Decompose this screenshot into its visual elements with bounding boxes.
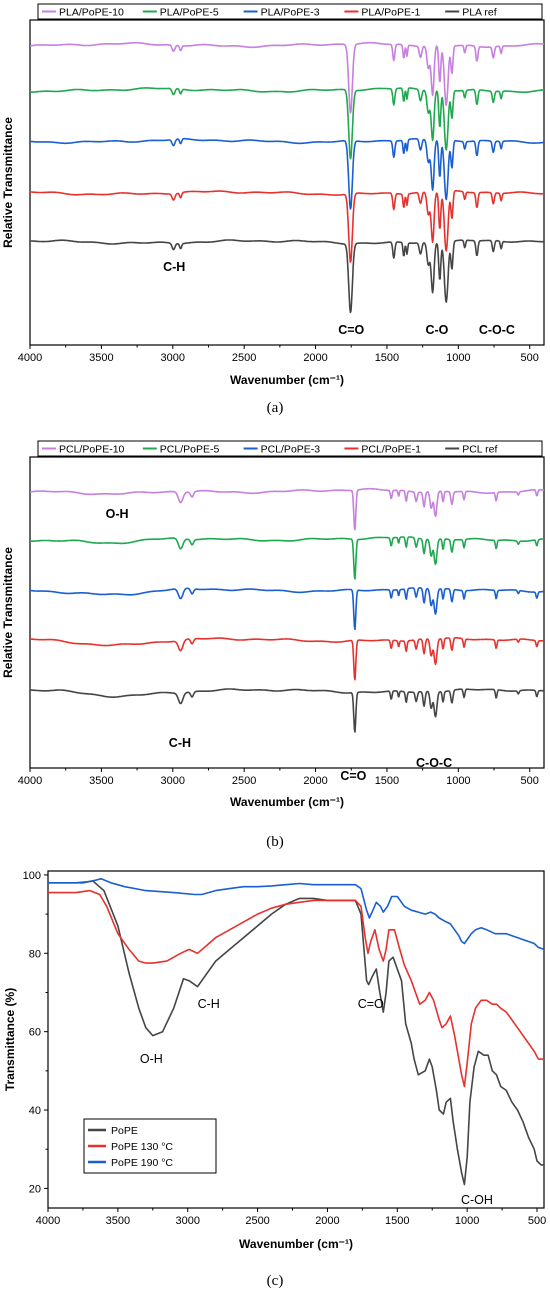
x-tick-label: 3000 <box>175 1215 199 1227</box>
x-tick-label: 4000 <box>36 1215 60 1227</box>
series-line-0 <box>30 41 544 114</box>
y-tick-label: 100 <box>23 870 41 882</box>
series-line-0 <box>48 880 544 1186</box>
series-group <box>48 878 544 1186</box>
y-tick-label: 60 <box>29 1027 41 1039</box>
x-tick-label: 3500 <box>106 1215 130 1227</box>
x-tick-label: 1500 <box>375 775 399 787</box>
x-tick-label: 3500 <box>89 352 113 364</box>
panel-caption-b: (b) <box>266 834 284 850</box>
series-line-3 <box>30 637 544 681</box>
legend-frame <box>37 440 543 457</box>
legend: PCL/PoPE-10 PCL/PoPE-5 PCL/PoPE-3 PCL/PoPE-… <box>37 440 543 457</box>
x-axis-title: Wavenumber (cm⁻¹) <box>239 1237 353 1251</box>
legend-label-2: PoPE 190 °C <box>111 1157 173 1169</box>
annotation-1: C-H <box>198 997 220 1011</box>
legend-label-0: PCL/PoPE-10 <box>59 443 125 455</box>
series-line-1 <box>48 889 544 1088</box>
series-line-2 <box>30 587 544 631</box>
series-line-0 <box>30 487 544 531</box>
x-axis-title: Wavenumber (cm⁻¹) <box>230 795 344 809</box>
x-tick-label: 4000 <box>18 352 42 364</box>
y-axis-title: Transmittance (%) <box>3 988 17 1091</box>
legend-frame <box>37 3 543 20</box>
annotation-2: C-O <box>425 323 448 337</box>
y-axis-title: Relative Transmittance <box>1 547 15 678</box>
x-tick-label: 3500 <box>89 775 113 787</box>
y-axis-title: Relative Transmittance <box>1 117 15 248</box>
series-line-4 <box>30 688 544 733</box>
annotation-0: O-H <box>140 1052 163 1066</box>
annotation-1: C-H <box>169 736 191 750</box>
x-tick-label: 2000 <box>303 775 327 787</box>
legend-label-4: PLA ref <box>462 6 497 18</box>
annotation-0: C-H <box>163 260 185 274</box>
legend: PLA/PoPE-10 PLA/PoPE-5 PLA/PoPE-3 PLA/PoPE-… <box>37 3 543 20</box>
x-tick-label: 2500 <box>232 775 256 787</box>
y-tick-label: 40 <box>29 1105 41 1117</box>
annotation-3: C-O-C <box>416 756 452 770</box>
x-tick-label: 2500 <box>245 1215 269 1227</box>
legend-label-0: PLA/PoPE-10 <box>59 6 124 18</box>
legend-label-4: PCL ref <box>462 443 497 455</box>
series-group <box>30 487 544 733</box>
annotation-3: C-O-C <box>479 323 515 337</box>
x-tick-label: 2000 <box>315 1215 339 1227</box>
x-tick-label: 3000 <box>161 775 185 787</box>
annotation-2: C=O <box>358 997 384 1011</box>
series-line-2 <box>48 878 544 951</box>
legend-label-1: PoPE 130 °C <box>111 1141 173 1153</box>
series-line-1 <box>30 536 544 580</box>
legend-label-0: PoPE <box>111 1125 138 1137</box>
x-tick-label: 2500 <box>232 352 256 364</box>
x-tick-label: 2000 <box>303 352 327 364</box>
x-tick-label: 1000 <box>446 352 470 364</box>
series-line-2 <box>30 137 544 210</box>
series-line-3 <box>30 190 544 263</box>
legend-label-1: PLA/PoPE-5 <box>160 6 219 18</box>
x-tick-label: 1500 <box>385 1215 409 1227</box>
x-tick-label: 500 <box>521 352 539 364</box>
x-tick-label: 1500 <box>375 352 399 364</box>
panel-caption-c: (c) <box>267 1273 284 1289</box>
panel-caption-a: (a) <box>267 400 284 416</box>
chart-panel-a: 4000 3500 3000 2500 2000 1500 1000 500 Wavenumbe… <box>1 3 545 387</box>
x-tick-label: 4000 <box>18 775 42 787</box>
x-tick-label: 500 <box>521 775 539 787</box>
plot-frame <box>47 870 545 1209</box>
annotation-2: C=O <box>340 769 366 783</box>
legend-label-2: PLA/PoPE-3 <box>261 6 320 18</box>
x-tick-label: 1000 <box>446 775 470 787</box>
x-tick-label: 1000 <box>455 1215 479 1227</box>
legend-label-3: PLA/PoPE-1 <box>361 6 420 18</box>
x-axis-title: Wavenumber (cm⁻¹) <box>230 373 344 387</box>
plot-frame <box>29 456 545 769</box>
legend: PoPE PoPE 130 °C PoPE 190 °C <box>83 1118 217 1174</box>
series-line-4 <box>30 239 544 314</box>
legend-label-1: PCL/PoPE-5 <box>160 443 220 455</box>
annotation-3: C-OH <box>461 1193 493 1207</box>
series-line-1 <box>30 87 544 160</box>
x-tick-label: 500 <box>528 1215 546 1227</box>
series-group <box>30 41 544 314</box>
plot-frame <box>29 19 545 346</box>
y-tick-label: 20 <box>29 1183 41 1195</box>
x-tick-label: 3000 <box>161 352 185 364</box>
annotation-0: O-H <box>106 507 129 521</box>
chart-panel-c: 4000 3500 3000 2500 2000 1500 1000 500 Wavenumbe… <box>3 870 546 1251</box>
chart-panel-b: 4000 3500 3000 2500 2000 1500 1000 500 Wavenumbe… <box>1 440 545 809</box>
annotation-1: C=O <box>338 323 364 337</box>
y-tick-label: 80 <box>29 948 41 960</box>
legend-label-3: PCL/PoPE-1 <box>361 443 421 455</box>
legend-label-2: PCL/PoPE-3 <box>261 443 321 455</box>
